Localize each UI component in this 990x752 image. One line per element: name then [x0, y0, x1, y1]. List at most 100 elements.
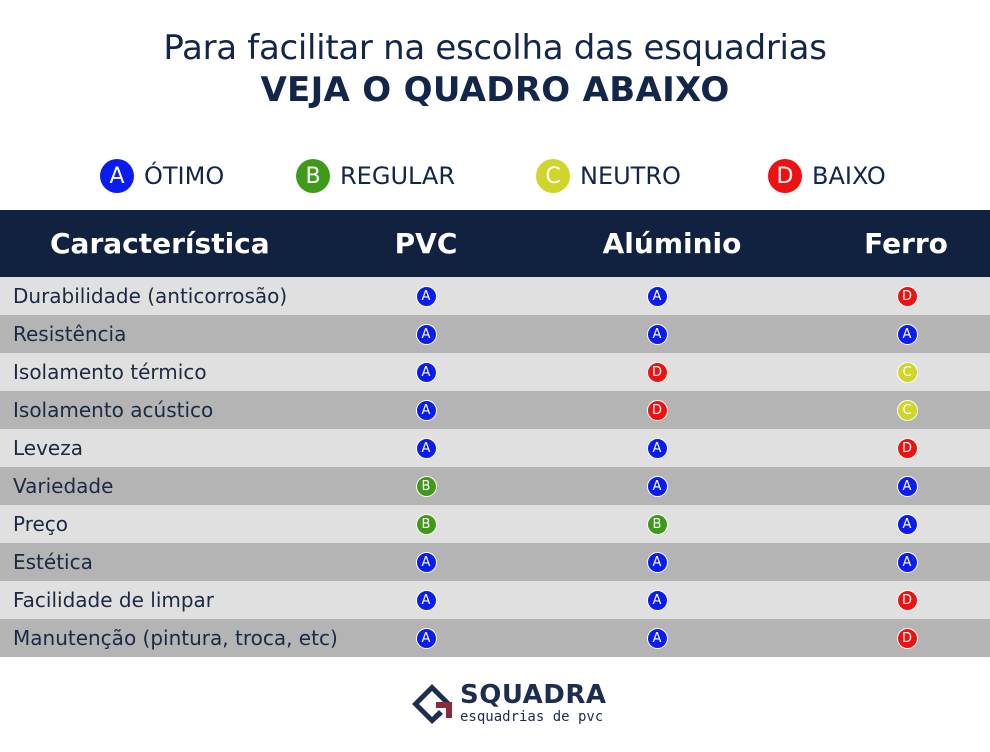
rating-cell-pvc: A	[396, 543, 456, 581]
rating-badge: A	[896, 513, 918, 535]
row-label: Variedade	[13, 474, 114, 498]
row-label: Estética	[13, 550, 93, 574]
table-row: Isolamento acústico A D C	[0, 391, 990, 429]
rating-badge: A	[896, 551, 918, 573]
header-pvc: PVC	[394, 227, 458, 260]
rating-badge: A	[646, 285, 668, 307]
table-row: Durabilidade (anticorrosão) A A D	[0, 277, 990, 315]
rating-badge: B	[646, 513, 668, 535]
rating-badge: A	[415, 589, 437, 611]
rating-cell-pvc: A	[396, 391, 456, 429]
rating-badge: D	[896, 437, 918, 459]
rating-cell-aluminio: A	[627, 619, 687, 657]
rating-cell-ferro: C	[877, 391, 937, 429]
rating-cell-aluminio: B	[627, 505, 687, 543]
squadra-logo-icon	[412, 684, 452, 724]
rating-cell-pvc: A	[396, 353, 456, 391]
rating-cell-ferro: A	[877, 467, 937, 505]
rating-cell-pvc: A	[396, 581, 456, 619]
logo: SQUADRA esquadrias de pvc	[410, 682, 607, 726]
rating-cell-aluminio: A	[627, 429, 687, 467]
rating-badge: A	[646, 589, 668, 611]
legend-item-b: B REGULAR	[296, 158, 455, 194]
page-title: Para facilitar na escolha das esquadrias	[163, 28, 827, 68]
header-ferro: Ferro	[864, 227, 948, 260]
rating-badge: A	[415, 437, 437, 459]
legend-label-c: NEUTRO	[580, 162, 681, 190]
rating-cell-aluminio: A	[627, 543, 687, 581]
legend-label-d: BAIXO	[812, 162, 886, 190]
rating-badge: A	[415, 323, 437, 345]
page-subtitle: VEJA O QUADRO ABAIXO	[260, 70, 730, 110]
rating-cell-aluminio: A	[627, 581, 687, 619]
row-label: Isolamento térmico	[13, 360, 207, 384]
rating-cell-ferro: C	[877, 353, 937, 391]
rating-badge: B	[415, 475, 437, 497]
rating-cell-pvc: A	[396, 429, 456, 467]
rating-badge: B	[415, 513, 437, 535]
rating-cell-pvc: A	[396, 277, 456, 315]
legend-badge-b: B	[296, 159, 330, 193]
rating-badge: C	[896, 399, 918, 421]
legend-badge-d: D	[768, 159, 802, 193]
rating-badge: A	[646, 627, 668, 649]
row-label: Facilidade de limpar	[13, 588, 215, 612]
rating-cell-ferro: D	[877, 581, 937, 619]
rating-cell-pvc: A	[396, 619, 456, 657]
table-row: Manutenção (pintura, troca, etc) A A D	[0, 619, 990, 657]
legend-badge-a: A	[100, 159, 134, 193]
row-label: Resistência	[13, 322, 127, 346]
legend-item-a: A ÓTIMO	[100, 158, 224, 194]
table-header: Característica PVC Alúminio Ferro	[0, 210, 990, 277]
row-label: Durabilidade (anticorrosão)	[13, 284, 288, 308]
table-row: Facilidade de limpar A A D	[0, 581, 990, 619]
table-row: Isolamento térmico A D C	[0, 353, 990, 391]
rating-cell-aluminio: D	[627, 391, 687, 429]
rating-badge: A	[646, 323, 668, 345]
rating-badge: A	[415, 399, 437, 421]
rating-cell-aluminio: D	[627, 353, 687, 391]
rating-cell-aluminio: A	[627, 277, 687, 315]
rating-cell-ferro: D	[877, 277, 937, 315]
rating-badge: A	[415, 361, 437, 383]
logo-name: SQUADRA	[460, 680, 607, 710]
rating-badge: D	[646, 361, 668, 383]
rating-badge: A	[415, 285, 437, 307]
rating-cell-pvc: A	[396, 315, 456, 353]
logo-tagline: esquadrias de pvc	[460, 709, 604, 725]
legend-item-c: C NEUTRO	[536, 158, 681, 194]
rating-cell-aluminio: A	[627, 467, 687, 505]
rating-cell-ferro: A	[877, 315, 937, 353]
rating-badge: D	[896, 589, 918, 611]
rating-badge: A	[896, 475, 918, 497]
legend-item-d: D BAIXO	[768, 158, 886, 194]
rating-badge: A	[646, 475, 668, 497]
rating-badge: A	[896, 323, 918, 345]
table-row: Preço B B A	[0, 505, 990, 543]
rating-badge: A	[646, 551, 668, 573]
table-row: Estética A A A	[0, 543, 990, 581]
legend-badge-c: C	[536, 159, 570, 193]
rating-cell-pvc: B	[396, 467, 456, 505]
rating-cell-ferro: A	[877, 505, 937, 543]
rating-badge: D	[896, 627, 918, 649]
rating-badge: D	[646, 399, 668, 421]
rating-cell-aluminio: A	[627, 315, 687, 353]
row-label: Isolamento acústico	[13, 398, 214, 422]
table-row: Resistência A A A	[0, 315, 990, 353]
row-label: Leveza	[13, 436, 83, 460]
header-caracteristica: Característica	[50, 227, 270, 260]
header-aluminio: Alúminio	[602, 227, 742, 260]
table-row: Leveza A A D	[0, 429, 990, 467]
rating-badge: D	[896, 285, 918, 307]
row-label: Manutenção (pintura, troca, etc)	[13, 626, 338, 650]
rating-badge: A	[646, 437, 668, 459]
row-label: Preço	[13, 512, 69, 536]
rating-badge: A	[415, 551, 437, 573]
legend-label-a: ÓTIMO	[144, 162, 225, 190]
rating-cell-pvc: B	[396, 505, 456, 543]
legend-label-b: REGULAR	[340, 162, 456, 190]
rating-cell-ferro: D	[877, 619, 937, 657]
rating-badge: A	[415, 627, 437, 649]
rating-cell-ferro: D	[877, 429, 937, 467]
